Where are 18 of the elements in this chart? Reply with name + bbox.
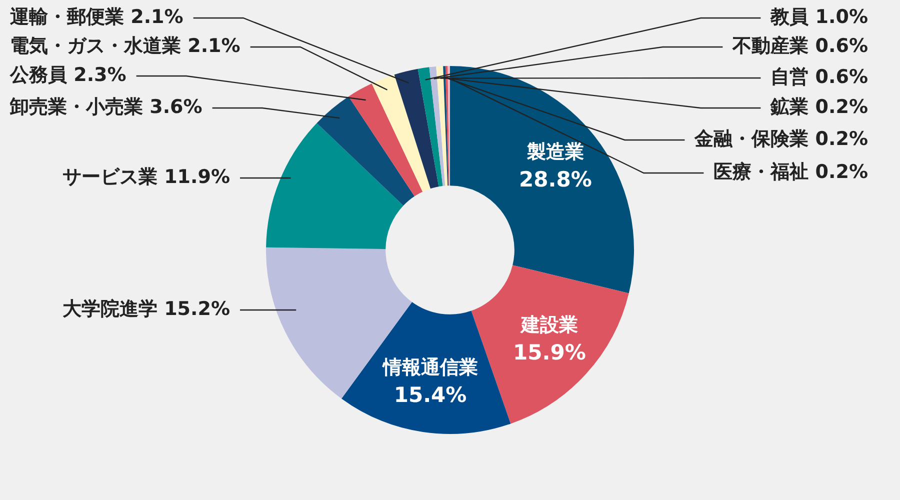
slice-label: 製造業 (526, 140, 584, 163)
slice-label: 鉱業 0.2% (770, 96, 868, 118)
slice-label: 建設業 (518, 314, 578, 336)
slice-label: 運輸・郵便業 2.1% (9, 6, 184, 28)
slice-label: 電気・ガス・水道業 2.1% (10, 34, 240, 57)
slice-label: 卸売業・小売業 3.6% (9, 96, 202, 118)
slice-label: 不動産業 0.6% (732, 34, 868, 57)
slice-label: 金融・保険業 0.2% (694, 128, 868, 150)
slice-label: 自営 0.6% (770, 66, 868, 88)
slice-label: 教員 1.0% (770, 6, 868, 28)
data-label: 28.8% (519, 167, 592, 192)
slice-label: サービス業 11.9% (62, 166, 230, 188)
data-label: 15.9% (513, 340, 586, 365)
slice-label: 公務員 2.3% (9, 64, 126, 86)
slice-label: 大学院進学 15.2% (62, 298, 230, 320)
data-label: 15.4% (394, 383, 467, 408)
slice-label: 情報通信業 (382, 356, 478, 379)
slice-label: 医療・福祉 0.2% (714, 160, 868, 183)
